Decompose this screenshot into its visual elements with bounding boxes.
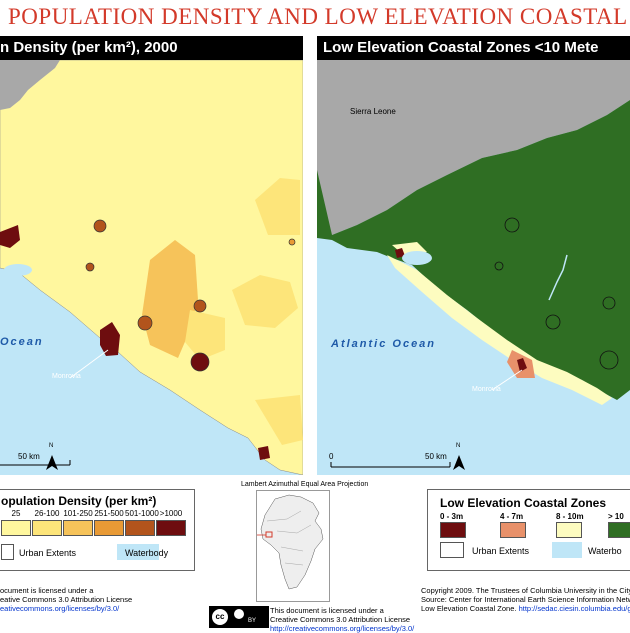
high-density-area (100, 322, 120, 356)
population-density-map: Ocean Monrovia 50 km N (0, 60, 303, 475)
coastal-zone-map: Sierra Leone Atlantic Ocean Monrovia 0 5… (317, 60, 630, 475)
urban-extent-label: Urban Extents (472, 546, 530, 556)
density-class-swatch (156, 520, 186, 536)
density-patch (255, 178, 300, 235)
urban-extent-circle (504, 217, 520, 233)
ocean-label: Ocean (0, 336, 44, 348)
legend-title: opulation Density (per km²) (1, 494, 157, 508)
country-label: Sierra Leone (350, 107, 396, 116)
elevation-class-label: 0 - 3m (440, 512, 464, 521)
density-class-label: 501-1000 (125, 509, 159, 518)
urban-extent-circle (599, 350, 619, 370)
africa-inset-map (255, 490, 330, 602)
urban-extent-circle (93, 219, 107, 233)
lagoon (402, 251, 432, 265)
density-patch (142, 240, 198, 358)
right-panel-header: Low Elevation Coastal Zones <10 Mete (317, 36, 630, 60)
coastal-zone-fringe (387, 255, 612, 405)
neighbor-country (317, 60, 630, 238)
urban-extent-swatch (440, 542, 464, 558)
focus-area-box (265, 531, 273, 538)
person-icon (234, 609, 244, 619)
urban-extent-swatch (1, 544, 14, 560)
neighbor-country (0, 60, 60, 110)
high-density-area (258, 446, 270, 460)
elevation-class-swatch (500, 522, 526, 538)
elevation-class-swatch (556, 522, 582, 538)
density-class-swatch (94, 520, 124, 536)
density-patch (255, 395, 303, 445)
projection-note: Lambert Azimuthal Equal Area Projection (241, 481, 369, 488)
density-class-label: 26-100 (34, 509, 60, 518)
waterbody-swatch (552, 542, 582, 558)
left-panel-header: n Density (per km²), 2000 (0, 36, 303, 60)
license-text-center: This document is licensed under a Creati… (270, 606, 415, 633)
scale-label: 50 km (425, 452, 447, 461)
density-class-swatch (32, 520, 62, 536)
elevation-class-label: 4 - 7m (500, 512, 524, 521)
coastal-zone-fringe (517, 358, 527, 372)
coastal-zone-legend: Low Elevation Coastal Zones 0 - 3m 4 - 7m… (427, 489, 630, 571)
legend-title: Low Elevation Coastal Zones (440, 496, 607, 510)
urban-extent-circle (85, 262, 95, 272)
urban-extent-circle (602, 296, 616, 310)
urban-extent-circle (190, 352, 210, 372)
copyright-text: Copyright 2009. The Trustees of Columbia… (421, 586, 630, 613)
density-class-swatch (63, 520, 93, 536)
urban-extent-circle (494, 261, 504, 271)
lagoon (4, 264, 32, 276)
source-link[interactable]: http://sedac.ciesin.columbia.edu/gpw (518, 604, 630, 613)
density-patch (232, 275, 298, 328)
urban-extent-circle (288, 238, 296, 246)
map-title: POPULATION DENSITY AND LOW ELEVATION COA… (8, 4, 628, 29)
city-label: Monrovia (472, 386, 501, 393)
north-arrow-icon (453, 455, 465, 470)
land-area (317, 100, 630, 400)
urban-extent-circle (137, 315, 153, 331)
density-class-label: 25 (11, 509, 21, 518)
density-class-label: 251-500 (94, 509, 124, 518)
coastal-zone-fringe (395, 248, 405, 258)
scale-label: 50 km (18, 452, 40, 461)
elevation-class-label: 8 - 10m (556, 512, 584, 521)
waterbody-swatch (117, 544, 159, 560)
density-class-swatch (125, 520, 155, 536)
cc-license-badge[interactable]: cc BY (209, 606, 269, 628)
high-density-area (0, 225, 20, 248)
urban-extent-circle (545, 314, 561, 330)
waterbody-label: Waterbody (125, 548, 169, 558)
population-legend: opulation Density (per km²) 25 26-100 101-… (0, 489, 195, 571)
north-label: N (49, 443, 54, 449)
scale-zero-label: 0 (329, 452, 334, 461)
north-label: N (456, 443, 461, 449)
elevation-class-label: > 10 (608, 512, 624, 521)
urban-extent-label: Urban Extents (19, 548, 77, 558)
by-label: BY (248, 618, 257, 624)
africa-continent (260, 494, 324, 590)
elevation-class-swatch (440, 522, 466, 538)
cc-icon: cc (212, 609, 228, 625)
license-text-left: ocument is licensed under a eative Commo… (0, 586, 133, 613)
elevation-class-swatch (608, 522, 630, 538)
river (548, 254, 568, 301)
ocean-label: Atlantic Ocean (331, 338, 437, 350)
north-arrow-icon (46, 455, 58, 470)
density-class-swatch (1, 520, 31, 536)
density-class-label: >1000 (159, 509, 183, 518)
density-class-label: 101-250 (63, 509, 93, 518)
urban-extent-circle (193, 299, 207, 313)
waterbody-label: Waterbo (588, 546, 622, 556)
city-label: Monrovia (52, 373, 81, 380)
density-patch (185, 310, 225, 360)
